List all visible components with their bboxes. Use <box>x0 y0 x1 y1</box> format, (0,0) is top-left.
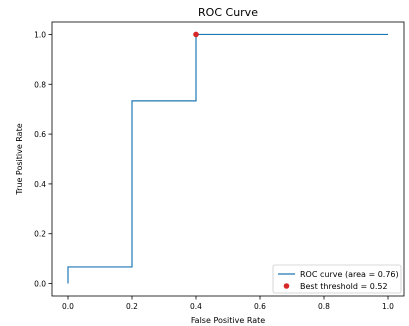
y-axis-label: True Positive Rate <box>15 123 24 195</box>
legend-point-swatch <box>283 283 290 289</box>
chart-title: ROC Curve <box>198 6 258 19</box>
legend-box <box>272 264 402 294</box>
legend-label-threshold: Best threshold = 0.52 <box>300 282 388 291</box>
x-tick-label: 0.2 <box>126 302 138 311</box>
x-tick-label: 0.0 <box>62 302 74 311</box>
legend: ROC curve (area = 0.76) Best threshold = … <box>272 264 402 294</box>
x-axis-ticks: 0.0 0.2 0.4 0.6 0.8 1.0 <box>62 296 394 311</box>
y-tick-label: 0.0 <box>34 280 46 289</box>
x-tick-label: 0.8 <box>318 302 330 311</box>
y-tick-label: 0.8 <box>34 80 46 89</box>
axes-frame <box>51 21 405 297</box>
x-tick-label: 0.6 <box>254 302 266 311</box>
best-threshold-point <box>193 31 199 38</box>
y-tick-label: 0.4 <box>34 180 46 189</box>
x-tick-label: 1.0 <box>382 302 394 311</box>
y-axis-ticks: 0.0 0.2 0.4 0.6 0.8 1.0 <box>34 30 52 289</box>
plot-area <box>67 31 388 284</box>
x-tick-label: 0.4 <box>190 302 202 311</box>
y-tick-label: 1.0 <box>34 30 46 39</box>
y-tick-label: 0.6 <box>34 130 46 139</box>
legend-label-roc: ROC curve (area = 0.76) <box>300 270 399 279</box>
y-tick-label: 0.2 <box>34 230 46 239</box>
x-axis-label: False Positive Rate <box>191 316 265 325</box>
